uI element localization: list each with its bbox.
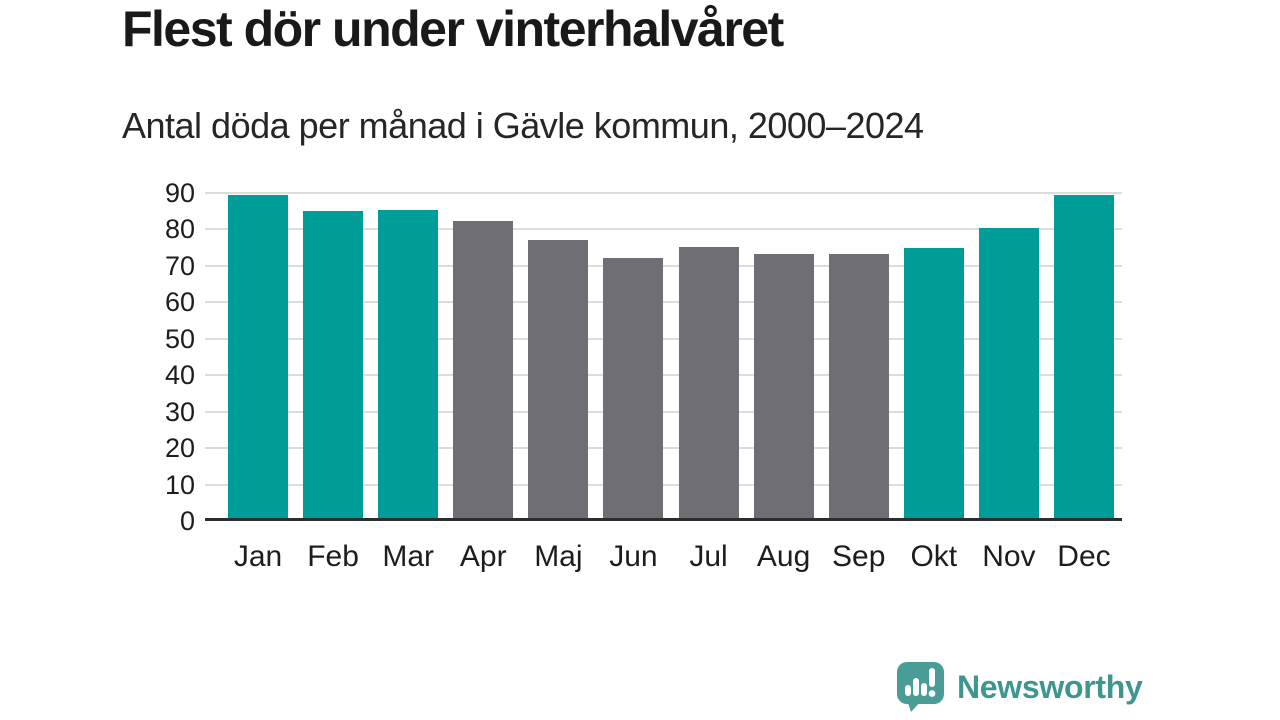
- bar-maj: [528, 239, 589, 521]
- gridline-70: [205, 264, 1122, 267]
- gridline-40: [205, 374, 1122, 377]
- plot-area: [205, 180, 1122, 521]
- gridline-30: [205, 410, 1122, 413]
- y-tick-label: 0: [179, 506, 195, 536]
- newsworthy-wordmark: Newsworthy: [957, 668, 1143, 705]
- y-tick-label: 90: [164, 178, 195, 208]
- y-tick-label: 80: [164, 214, 195, 245]
- bar-dec: [1053, 194, 1114, 521]
- bar-sep: [828, 254, 889, 521]
- newsworthy-logo: Newsworthy: [897, 662, 1143, 712]
- bar-okt: [903, 248, 964, 521]
- x-tick-label: Sep: [832, 540, 886, 573]
- x-tick-label: Apr: [459, 540, 507, 573]
- x-tick-label: Mar: [382, 540, 434, 573]
- bar-aug: [753, 253, 814, 521]
- y-tick-label: 20: [164, 433, 195, 464]
- chart-subtitle: Antal döda per månad i Gävle kommun, 200…: [122, 105, 924, 146]
- x-tick-label: Okt: [910, 540, 958, 573]
- y-tick-label: 50: [164, 323, 195, 354]
- bar-feb: [303, 211, 364, 521]
- bar-nov: [978, 228, 1039, 521]
- y-tick-label: 70: [164, 250, 195, 281]
- x-tick-label: Jan: [233, 540, 283, 573]
- chart-title: Flest dör under vinterhalvåret: [122, 1, 784, 57]
- bar-jun: [603, 258, 664, 521]
- newsworthy-icon: [897, 662, 944, 712]
- y-tick-label: 60: [164, 287, 195, 318]
- bar-mar: [378, 209, 439, 521]
- bar-jul: [678, 247, 739, 521]
- y-tick-label: 40: [164, 360, 195, 391]
- bar-jan: [228, 195, 288, 521]
- x-tick-label: Aug: [756, 540, 811, 573]
- gridline-90: [205, 192, 1122, 194]
- y-tick-label: 30: [164, 396, 195, 427]
- x-axis-line: [205, 518, 1122, 521]
- gridline-10: [205, 483, 1122, 486]
- x-tick-label: Dec: [1057, 540, 1111, 573]
- y-tick-label: 10: [164, 469, 195, 500]
- x-tick-label: Nov: [982, 540, 1036, 573]
- x-tick-label: Jul: [689, 540, 728, 573]
- gridline-60: [205, 301, 1122, 304]
- gridline-80: [205, 228, 1122, 231]
- x-tick-label: Jun: [609, 540, 658, 573]
- x-tick-label: Maj: [534, 540, 583, 573]
- gridline-50: [205, 337, 1122, 340]
- bar-apr: [453, 220, 514, 521]
- x-tick-label: Feb: [307, 540, 359, 573]
- gridline-20: [205, 447, 1122, 450]
